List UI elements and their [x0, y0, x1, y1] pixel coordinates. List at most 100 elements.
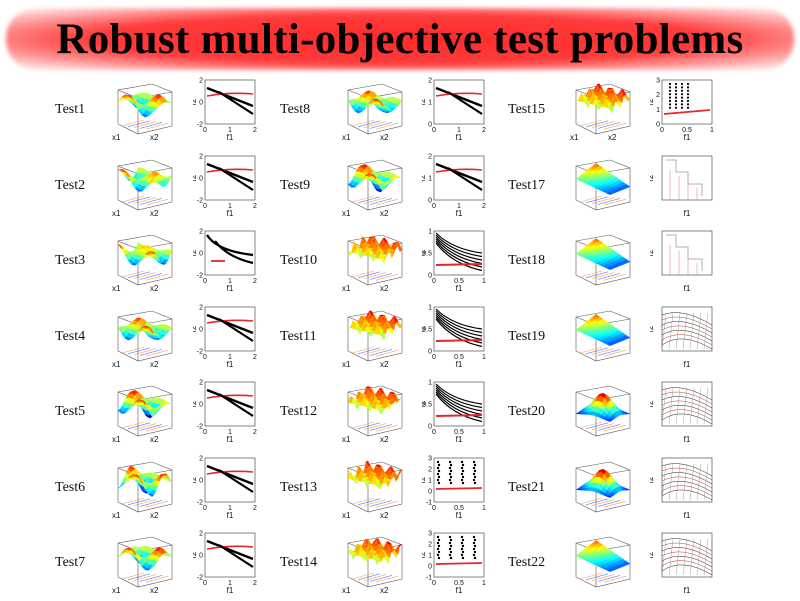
surface-plot-box — [118, 462, 172, 512]
x-axis-label: f1 — [456, 209, 463, 218]
x-tick-label: 1 — [710, 127, 714, 134]
test-label: Test18 — [508, 253, 545, 269]
y-axis-label: f2 — [422, 174, 427, 181]
surface-x2-label: x2 — [380, 435, 389, 444]
x-tick-label: 2 — [253, 278, 257, 285]
front-point-black — [669, 93, 671, 95]
front-point-black — [438, 551, 440, 553]
front-curve-red — [207, 93, 253, 96]
front-point-black — [669, 103, 671, 105]
surface-x2-label: x2 — [150, 284, 159, 293]
front-point-black — [449, 548, 451, 550]
pareto-front-axes — [205, 307, 255, 351]
surface-plot — [568, 529, 634, 595]
y-tick-label: 0 — [428, 488, 432, 495]
front-curve-red — [436, 488, 482, 489]
front-curve-black — [207, 390, 253, 408]
x-tick-label: 0 — [432, 354, 436, 361]
pareto-front-axes — [205, 382, 255, 426]
test-label: Test21 — [508, 480, 545, 496]
surface-plot-box — [348, 84, 402, 134]
y-axis-label: f2 — [650, 400, 655, 407]
y-axis-label: f2 — [422, 249, 427, 256]
test-label: Test1 — [55, 102, 85, 118]
x-tick-label: 2 — [253, 429, 257, 436]
front-point-black — [681, 103, 683, 105]
x-axis-label: f1 — [227, 586, 234, 595]
surface-x1-label: x1 — [342, 360, 351, 369]
front-curve-black — [207, 164, 253, 182]
x-tick-label: 0 — [203, 203, 207, 210]
front-curve-red — [436, 415, 482, 416]
front-point-black — [473, 478, 475, 480]
x-axis-label: f1 — [456, 511, 463, 520]
front-point-black — [681, 86, 683, 88]
surface-x1-label: x1 — [342, 133, 351, 142]
front-point-black — [669, 97, 671, 99]
surface-plot-box — [576, 84, 630, 134]
surface-plot — [568, 378, 634, 444]
y-tick-label: 3 — [656, 78, 660, 85]
y-tick-label: 2 — [199, 380, 203, 387]
test-label: Test6 — [55, 480, 85, 496]
y-tick-label: 2 — [428, 466, 432, 473]
x-tick-label: 0 — [203, 354, 207, 361]
x-axis-label: f1 — [684, 284, 691, 293]
surface-x2-label: x2 — [150, 209, 159, 218]
front-point-black — [449, 542, 451, 544]
test-label: Test10 — [280, 253, 317, 269]
front-curve-black — [436, 88, 482, 106]
front-curve-black — [436, 164, 482, 182]
front-point-black — [461, 542, 463, 544]
y-tick-label: 2 — [428, 153, 432, 160]
pareto-front-axes — [434, 458, 484, 502]
front-point-black — [438, 475, 440, 477]
front-point-black — [687, 107, 689, 109]
surface-plot-box — [576, 235, 630, 285]
x-axis-label: f1 — [684, 209, 691, 218]
test-label: Test11 — [280, 329, 317, 345]
front-point-black — [462, 475, 464, 477]
test-label: Test3 — [55, 253, 85, 269]
x-axis-label: f1 — [684, 360, 691, 369]
surface-plot-box — [348, 310, 402, 360]
y-tick-label: 0 — [428, 564, 432, 571]
y-tick-label: 1 — [428, 100, 432, 107]
front-point-black — [437, 466, 439, 468]
front-point-black — [449, 536, 451, 538]
front-point-black — [473, 554, 475, 556]
x-tick-label: 1 — [482, 429, 486, 436]
front-point-black — [474, 463, 476, 465]
y-tick-label: 0 — [199, 402, 203, 409]
front-mesh-line — [704, 464, 708, 500]
front-point-black — [669, 107, 671, 109]
front-curve-red — [207, 169, 253, 172]
y-axis-label: f2 — [193, 98, 198, 105]
y-tick-label: 0 — [199, 553, 203, 560]
pareto-front-axes — [434, 156, 484, 200]
front-point-black — [462, 551, 464, 553]
front-point-black — [438, 463, 440, 465]
front-mesh-line — [690, 464, 694, 500]
x-tick-label: 0 — [203, 505, 207, 512]
surface-plot-box — [576, 537, 630, 587]
front-point-black — [449, 466, 451, 468]
front-point-black — [474, 551, 476, 553]
surface-plot — [568, 227, 634, 293]
front-point-black — [438, 481, 440, 483]
y-axis-label: f2 — [650, 325, 655, 332]
y-axis-label: f2 — [650, 98, 655, 105]
